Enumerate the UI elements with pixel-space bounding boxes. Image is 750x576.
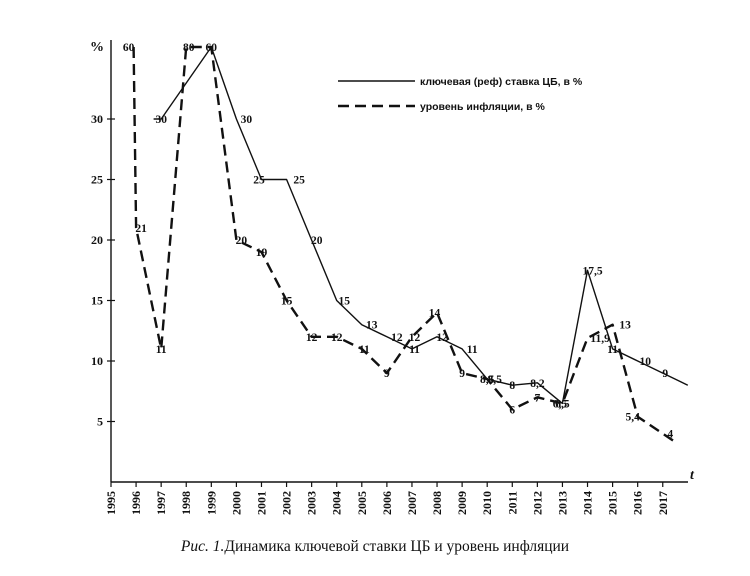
y-tick-label: 5 <box>97 415 103 429</box>
x-tick-label: 2011 <box>505 491 519 514</box>
y-tick-label: 25 <box>91 173 103 187</box>
x-axis-ticks: 1995 1996 1997 1998 1999 2000 2001 2002 2003 2004… <box>104 482 670 515</box>
x-tick-label: 2012 <box>530 491 544 515</box>
x-tick-label: 2016 <box>631 491 645 515</box>
y-axis-ticks: 5 10 15 20 25 30 <box>91 112 115 429</box>
x-tick-label: 2004 <box>330 491 344 515</box>
data-label: 7 <box>535 392 541 404</box>
data-label: 8,5 <box>488 374 503 386</box>
x-tick-label: 2007 <box>405 491 419 515</box>
data-label: 11 <box>156 344 167 356</box>
x-tick-label: 2003 <box>305 491 319 515</box>
data-label: 4 <box>667 429 673 441</box>
data-label: 19 <box>256 247 268 259</box>
x-tick-label: 1995 <box>104 491 118 515</box>
data-label: 13 <box>366 320 378 332</box>
y-tick-label: 30 <box>91 112 103 126</box>
x-tick-label: 2001 <box>254 491 268 515</box>
data-label: 21 <box>135 223 147 235</box>
data-label: 8,2 <box>530 378 545 390</box>
x-tick-label: 2009 <box>455 491 469 515</box>
x-tick-label: 1996 <box>129 491 143 515</box>
x-tick-label: 2005 <box>355 491 369 515</box>
x-tick-label: 1998 <box>179 491 193 515</box>
caption-text: Динамика ключевой ставки ЦБ и уровень ин… <box>224 538 570 555</box>
data-label: 8,5 <box>480 374 495 386</box>
y-axis-label: % <box>90 40 104 55</box>
data-label: 6 <box>509 404 515 416</box>
data-label: 20 <box>311 235 323 247</box>
data-label: 12 <box>331 332 343 344</box>
chart-series <box>132 45 689 444</box>
x-axis-label: t <box>690 468 695 483</box>
x-tick-label: 1999 <box>204 491 218 515</box>
data-label: 25 <box>253 175 265 187</box>
data-label: 30 <box>241 114 253 126</box>
data-label: 11,9 <box>590 333 610 345</box>
data-label: 60 <box>206 42 218 54</box>
data-label: 5,4 <box>626 412 641 424</box>
data-label: 12 <box>306 332 318 344</box>
x-tick-label: 2006 <box>380 491 394 515</box>
data-label: 13 <box>619 320 631 332</box>
inflation-line <box>132 45 676 444</box>
data-label: 15 <box>281 296 293 308</box>
data-label: 9 <box>384 368 390 380</box>
data-label: 12 <box>409 332 421 344</box>
x-tick-label: 2010 <box>480 491 494 515</box>
x-tick-label: 2013 <box>555 491 569 515</box>
legend-label-key-rate: ключевая (реф) ставка ЦБ, в % <box>420 76 583 88</box>
key-rate-line <box>153 46 689 405</box>
x-tick-label: 2017 <box>656 491 670 515</box>
data-label: 30 <box>155 114 167 126</box>
data-label: 60 <box>123 42 135 54</box>
chart-legend: ключевая (реф) ставка ЦБ, в % уровень инф… <box>338 76 583 113</box>
chart-axes: %t <box>90 40 695 483</box>
data-label: 11 <box>359 344 370 356</box>
data-label: 11 <box>467 344 478 356</box>
data-label: 15 <box>338 296 350 308</box>
x-tick-label: 2002 <box>280 491 294 515</box>
y-tick-label: 20 <box>91 233 103 247</box>
data-label: 12 <box>436 332 448 344</box>
data-label: 25 <box>293 175 305 187</box>
caption-prefix: Рис. 1. <box>180 538 225 555</box>
data-label: 11 <box>607 344 618 356</box>
x-tick-label: 2015 <box>606 491 620 515</box>
x-tick-label: 2014 <box>581 491 595 515</box>
data-label: 80 <box>183 42 195 54</box>
legend-label-inflation: уровень инфляции, в % <box>420 101 545 113</box>
data-label: 8 <box>509 380 515 392</box>
data-label: 12 <box>391 332 403 344</box>
x-tick-label: 2000 <box>229 491 243 515</box>
data-label: 17,5 <box>582 265 602 277</box>
data-label: 6,5 <box>553 398 568 410</box>
y-tick-label: 15 <box>91 294 103 308</box>
y-tick-label: 10 <box>91 354 103 368</box>
data-label: 10 <box>639 356 651 368</box>
figure-caption: Рис. 1.Динамика ключевой ставки ЦБ и уро… <box>0 538 750 556</box>
data-label: 9 <box>662 368 668 380</box>
x-tick-label: 1997 <box>154 491 168 515</box>
data-label: 9 <box>459 368 465 380</box>
data-label: 11 <box>409 344 420 356</box>
x-tick-label: 2008 <box>430 491 444 515</box>
data-label: 6,5 <box>555 398 570 410</box>
data-label: 14 <box>429 308 441 320</box>
data-label: 20 <box>236 235 248 247</box>
